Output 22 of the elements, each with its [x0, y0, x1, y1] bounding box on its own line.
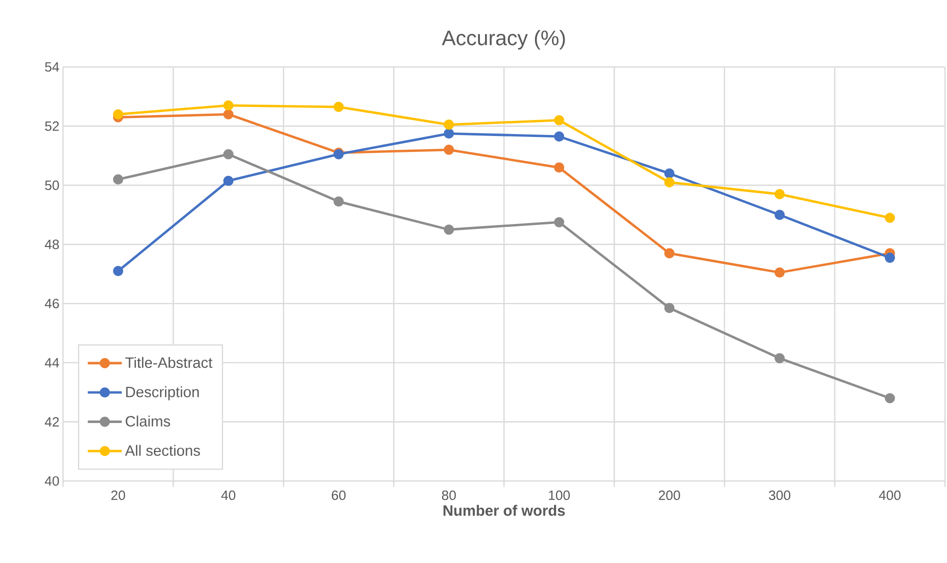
- x-tick-label: 400: [878, 490, 901, 500]
- legend-label: Claims: [126, 416, 170, 427]
- legend-label: All sections: [125, 444, 200, 456]
- x-axis-title: Number of words: [444, 504, 565, 516]
- y-tick-label: 48: [44, 240, 59, 250]
- y-tick-label: 52: [45, 121, 59, 131]
- x-tick-label: 20: [111, 490, 126, 500]
- legend-label: Description: [126, 386, 199, 400]
- y-tick-label: 44: [44, 358, 60, 368]
- y-tick-label: 50: [45, 180, 59, 190]
- x-tick-label: 40: [221, 490, 236, 500]
- y-tick-label: 42: [44, 417, 59, 427]
- x-tick-label: 300: [768, 490, 790, 500]
- y-tick-label: 40: [44, 476, 59, 486]
- x-tick-label: 100: [548, 490, 570, 500]
- chart-title: Accuracy (%): [442, 30, 565, 50]
- x-tick-label: 60: [332, 490, 346, 500]
- legend-label: Title-Abstract: [125, 356, 212, 368]
- x-tick-label: 200: [658, 490, 680, 500]
- y-tick-label: 46: [44, 298, 59, 308]
- x-tick-label: 80: [442, 490, 456, 500]
- y-tick-label: 54: [45, 62, 60, 72]
